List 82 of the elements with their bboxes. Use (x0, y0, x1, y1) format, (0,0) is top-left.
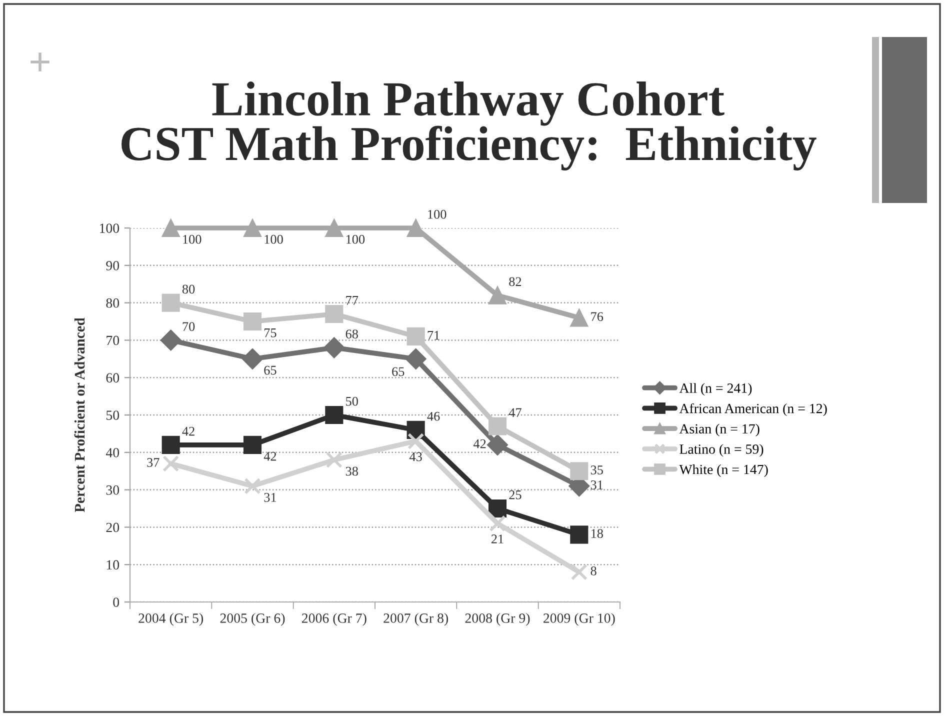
point (326, 452, 342, 468)
y-tick-label: 50 (106, 410, 120, 420)
data-label: 100 (183, 234, 202, 244)
point (406, 218, 425, 238)
data-label: 35 (590, 466, 603, 474)
data-label: 65 (264, 366, 276, 375)
point (570, 564, 588, 580)
y-tick-label: 20 (106, 522, 120, 532)
data-label: 31 (264, 492, 276, 502)
x-tick-label: 2005 (Gr 6) (220, 613, 285, 626)
point (488, 417, 507, 436)
data-label: 37 (147, 458, 160, 467)
point (243, 436, 262, 454)
point (325, 218, 344, 238)
point (488, 286, 507, 304)
data-label: 47 (508, 408, 522, 417)
data-label: 100 (428, 210, 446, 219)
data-label: 76 (591, 312, 604, 322)
data-label: 42 (182, 426, 194, 436)
point (162, 294, 180, 312)
data-label: 25 (509, 490, 522, 500)
data-label: 21 (491, 534, 504, 544)
data-label: 46 (427, 412, 440, 421)
x-tick-label: 2004 (Gr 5) (138, 613, 204, 626)
point (160, 330, 182, 351)
legend-label: African American (n = 12) (679, 403, 827, 416)
data-label: 38 (346, 466, 358, 476)
data-label: 50 (346, 396, 358, 406)
data-label: 68 (346, 330, 358, 338)
point (405, 348, 426, 370)
x-tick-label: 2009 (Gr 10) (544, 613, 615, 626)
data-label: 8 (590, 566, 596, 576)
data-label: 18 (591, 529, 603, 538)
y-tick-label: 100 (100, 224, 120, 233)
data-label: 100 (264, 234, 283, 244)
point (325, 304, 344, 324)
y-tick-label: 40 (106, 448, 120, 458)
y-tick-label: 90 (106, 260, 120, 270)
legend-label: Asian (n = 17) (679, 424, 760, 436)
point (408, 432, 424, 450)
x-tick-label: 2006 (Gr 7) (302, 613, 366, 626)
point (243, 218, 262, 238)
point (570, 526, 588, 544)
data-label: 70 (182, 322, 195, 332)
data-label: 31 (590, 480, 603, 490)
y-axis-title: Percent Proficient or Advanced (74, 318, 85, 512)
x-tick-label: 2007 (Gr 8) (384, 613, 448, 626)
y-tick-label: 60 (106, 373, 120, 383)
data-label: 100 (346, 234, 365, 244)
legend-label: White (n = 147) (679, 464, 768, 478)
data-label: 71 (428, 330, 440, 340)
data-label: 82 (509, 277, 522, 286)
point (243, 312, 262, 331)
data-label: 43 (409, 452, 422, 462)
y-tick-label: 10 (106, 560, 120, 570)
data-label: 80 (182, 284, 195, 294)
point (324, 337, 345, 358)
data-label: 65 (392, 367, 404, 376)
point (570, 308, 588, 327)
point (162, 218, 180, 238)
point (406, 327, 425, 346)
point (244, 478, 261, 494)
data-label: 42 (473, 439, 486, 448)
data-label: 75 (264, 328, 276, 338)
point (162, 436, 180, 454)
y-tick-label: 70 (106, 336, 120, 346)
legend-label: Latino (n = 59) (680, 444, 764, 457)
point (489, 515, 506, 532)
point (325, 406, 344, 424)
point (486, 434, 508, 456)
data-label: 42 (264, 452, 276, 461)
point (242, 348, 264, 370)
x-tick-label: 2008 (Gr 9) (465, 613, 530, 626)
data-label: 77 (346, 296, 358, 305)
point (162, 455, 180, 472)
y-tick-label: 0 (113, 598, 120, 607)
legend-label: All (n = 241) (679, 383, 752, 396)
chart-title: Lincoln Pathway Cohort CST Math Proficiency: Ethnicity (122, 82, 816, 170)
y-tick-label: 30 (106, 485, 120, 495)
y-tick-label: 80 (106, 298, 120, 308)
point (570, 462, 588, 480)
point (488, 499, 507, 518)
